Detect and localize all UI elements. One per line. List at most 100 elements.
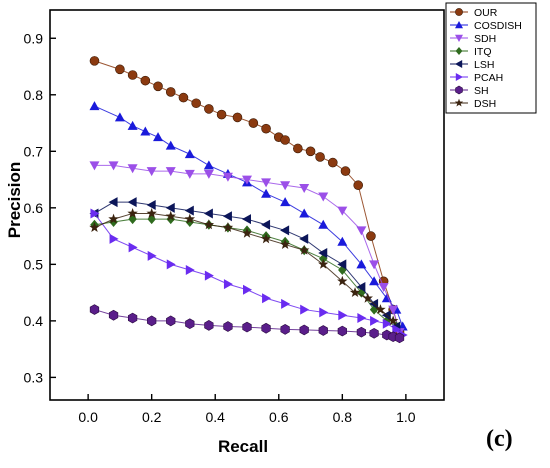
data-point-pcah [370, 315, 380, 326]
legend-label-our: OUR [474, 7, 498, 19]
data-point-cosdish [337, 236, 348, 246]
data-point-sdh [280, 181, 291, 191]
x-tick-label: 0.6 [269, 409, 289, 425]
axes-layer: 0.0 0.2 0.4 0.6 0.8 1.0 0.3 0.4 0.5 0.6 0.7 0.8 0.9 [24, 30, 416, 425]
data-point-sdh [184, 169, 195, 179]
data-point-sh [242, 321, 252, 333]
y-axis-label: Precision [5, 162, 24, 239]
data-point-our [232, 112, 243, 123]
data-point-cosdish [318, 219, 329, 229]
series-sdh [89, 161, 405, 338]
data-point-dsh [387, 315, 399, 326]
x-tick-label: 0.8 [333, 409, 353, 425]
data-point-lsh [337, 259, 347, 270]
legend-label-cosdish: COSDISH [474, 20, 522, 32]
data-point-dsh [108, 213, 119, 224]
data-point-cosdish [89, 101, 100, 111]
legend-marker-cosdish [455, 21, 463, 29]
data-point-dsh [318, 258, 329, 269]
data-point-dsh [127, 207, 138, 218]
data-point-pcah [223, 279, 233, 290]
data-point-cosdish [280, 197, 291, 207]
legend-item-our: OUR [450, 7, 498, 19]
data-point-lsh [242, 214, 251, 225]
data-point-our [327, 157, 338, 168]
data-point-sdh [299, 184, 310, 194]
x-tick-label: 1.0 [396, 409, 416, 425]
x-tick-label: 0.0 [78, 409, 98, 425]
legend-label-sdh: SDH [474, 33, 496, 45]
data-point-cosdish [140, 126, 151, 136]
data-point-lsh [108, 197, 118, 208]
data-point-pcah [128, 242, 138, 253]
legend-marker-sdh [455, 34, 463, 42]
data-point-sdh [337, 206, 348, 216]
data-point-our [340, 166, 351, 176]
x-tick-label: 0.4 [205, 409, 225, 425]
data-point-pcah [392, 324, 402, 335]
data-point-pcah [109, 233, 119, 244]
data-point-dsh [241, 227, 253, 238]
data-point-pcah [243, 284, 252, 295]
data-point-our [89, 56, 100, 66]
data-point-sdh [242, 175, 252, 185]
data-point-cosdish [369, 276, 380, 286]
data-point-sh [299, 324, 309, 336]
legend-label-sh: SH [474, 85, 489, 97]
data-point-pcah [300, 304, 310, 315]
data-point-cosdish [299, 208, 310, 218]
data-point-cosdish [153, 132, 164, 142]
data-point-pcah [185, 265, 195, 275]
y-tick-label: 0.7 [24, 143, 44, 159]
y-tick-label: 0.4 [24, 313, 44, 329]
legend-marker-sh [455, 85, 463, 95]
data-point-sh [356, 326, 367, 338]
data-point-sh [318, 325, 328, 336]
data-point-sh [223, 321, 233, 332]
data-point-lsh [299, 233, 309, 244]
legend-item-pcah: PCAH [450, 72, 503, 84]
data-point-dsh [375, 304, 386, 315]
data-point-our [178, 92, 189, 103]
data-point-sh [166, 315, 176, 327]
data-point-our [315, 152, 325, 162]
data-point-dsh [260, 233, 272, 244]
data-point-lsh [184, 205, 194, 216]
data-point-our [305, 146, 316, 157]
data-point-our [248, 118, 259, 128]
data-point-our [216, 109, 227, 120]
legend-item-sdh: SDH [450, 33, 496, 45]
data-point-our [280, 135, 290, 145]
data-point-our [204, 104, 214, 114]
legend-label-dsh: DSH [474, 98, 496, 110]
legend-marker-pcah [455, 73, 463, 81]
y-tick-label: 0.5 [24, 256, 44, 272]
data-point-pcah [204, 270, 214, 281]
data-point-sh [127, 312, 138, 324]
y-tick-label: 0.6 [24, 200, 44, 216]
data-point-dsh [146, 207, 157, 218]
plot-area [49, 9, 445, 401]
data-point-sdh [318, 192, 329, 202]
data-point-our [191, 98, 201, 109]
y-tick-label: 0.3 [24, 369, 44, 385]
data-point-sdh [356, 226, 367, 236]
data-point-sh [147, 315, 157, 327]
data-point-lsh [146, 200, 156, 210]
legend-marker-our [455, 8, 463, 16]
data-point-sh [261, 322, 271, 334]
data-point-sh [185, 318, 195, 330]
series-sh [89, 304, 405, 344]
data-point-lsh [280, 225, 290, 236]
legend-item-dsh: DSH [450, 98, 496, 110]
legend-box [445, 2, 537, 114]
data-point-sh [369, 327, 379, 339]
x-tick-label: 0.2 [142, 409, 162, 425]
data-point-pcah [262, 293, 272, 304]
data-point-our [165, 87, 176, 97]
data-point-sh [204, 320, 214, 331]
series-lsh [89, 197, 401, 332]
data-point-cosdish [165, 140, 176, 150]
data-point-sdh [146, 167, 157, 177]
